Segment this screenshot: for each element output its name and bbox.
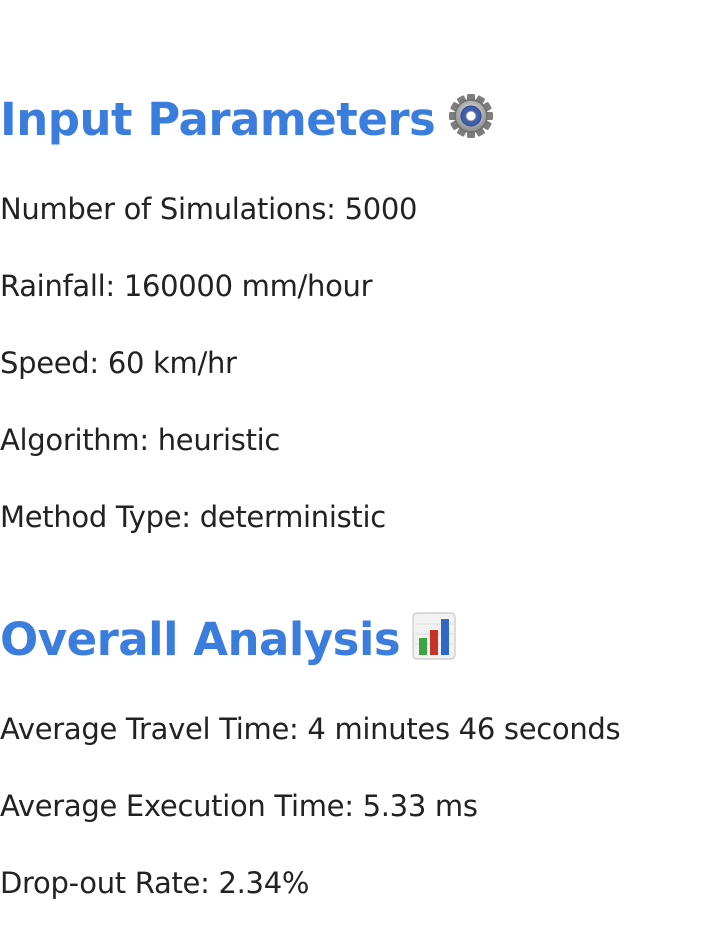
speed-value: 60 km/hr (107, 346, 237, 380)
overall-analysis-heading: Overall Analysis (0, 612, 456, 667)
average-execution-time-line: Average Execution Time: 5.33 ms (0, 792, 478, 821)
rainfall-value: 160000 mm/hour (123, 269, 373, 303)
algorithm-line: Algorithm: heuristic (0, 426, 280, 455)
drop-out-rate-value: 2.34% (218, 866, 310, 900)
drop-out-rate-label: Drop-out Rate: (0, 866, 219, 900)
speed-label: Speed: (0, 346, 108, 380)
speed-line: Speed: 60 km/hr (0, 349, 237, 378)
number-of-simulations-value: 5000 (344, 192, 418, 226)
algorithm-label: Algorithm: (0, 423, 158, 457)
input-parameters-heading: Input Parameters (0, 92, 495, 147)
gear-icon (447, 92, 495, 147)
algorithm-value: heuristic (157, 423, 281, 457)
method-type-label: Method Type: (0, 500, 200, 534)
drop-out-rate-line: Drop-out Rate: 2.34% (0, 869, 309, 898)
average-execution-time-label: Average Execution Time: (0, 789, 363, 823)
number-of-simulations-label: Number of Simulations: (0, 192, 345, 226)
number-of-simulations-line: Number of Simulations: 5000 (0, 195, 417, 224)
input-parameters-title: Input Parameters (0, 93, 436, 146)
overall-analysis-title: Overall Analysis (0, 613, 401, 666)
average-travel-time-label: Average Travel Time: (0, 712, 308, 746)
rainfall-line: Rainfall: 160000 mm/hour (0, 269, 373, 303)
average-execution-time-value: 5.33 ms (362, 789, 478, 823)
average-travel-time-value: 4 minutes 46 seconds (307, 712, 621, 746)
average-travel-time-line: Average Travel Time: 4 minutes 46 second… (0, 712, 621, 746)
method-type-value: deterministic (199, 500, 387, 534)
method-type-line: Method Type: deterministic (0, 503, 386, 532)
rainfall-label: Rainfall: (0, 269, 124, 303)
bar-chart-icon (412, 612, 456, 667)
